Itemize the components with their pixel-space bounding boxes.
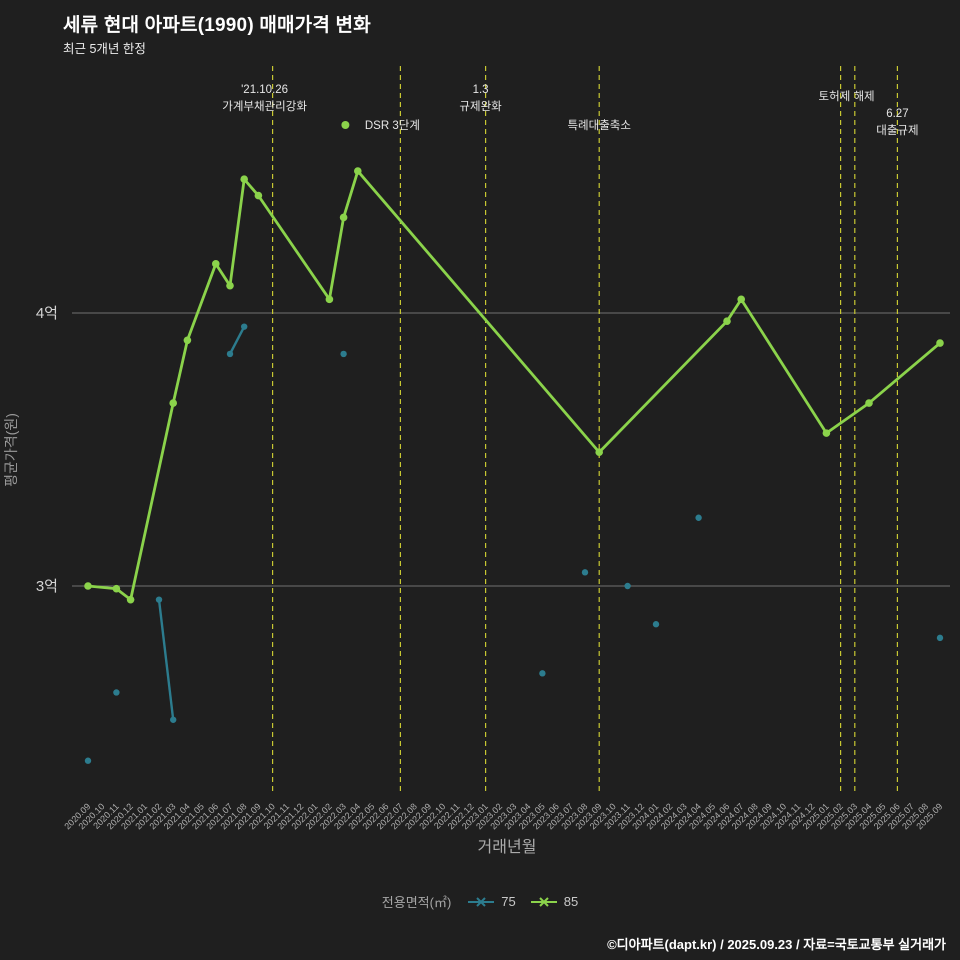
y-tick-label: 4억 — [36, 305, 58, 322]
event-label: 토허제 해제 — [819, 90, 875, 103]
data-point-85 — [112, 584, 121, 593]
data-point-85 — [126, 595, 135, 604]
data-point-75 — [155, 596, 163, 603]
data-point-85 — [865, 399, 873, 407]
data-point-85 — [822, 429, 831, 437]
source-credit: ©디아파트(dapt.kr) / 2025.09.23 / 자료=국토교통부 실… — [607, 937, 946, 952]
legend-title: 전용면적(㎡) — [381, 895, 452, 910]
data-point-85 — [240, 175, 248, 184]
x-axis-title: 거래년월 — [478, 838, 537, 856]
y-axis-title: 평균가격(원) — [3, 413, 19, 487]
data-point-85 — [226, 281, 234, 290]
price-line-chart: 4억3억2020.092020.102020.112020.122021.012… — [3, 66, 950, 856]
data-point-75 — [241, 323, 248, 330]
event-label: 규제완화 — [459, 100, 502, 113]
data-point-75 — [226, 350, 234, 358]
event-label: 1.3 — [473, 84, 489, 96]
data-point-85 — [354, 167, 362, 175]
event-label: '21.10.26 — [241, 84, 288, 96]
legend-line-x-marker-icon — [468, 896, 495, 907]
y-tick-label: 3억 — [36, 578, 58, 595]
series-segment-75 — [157, 599, 175, 720]
chart-title: 세류 현대 아파트(1990) 매매가격 변화 — [63, 15, 371, 36]
legend-line-x-marker-icon — [530, 896, 557, 907]
data-point-85 — [325, 295, 334, 304]
series-segment-75 — [228, 326, 246, 355]
event-label: DSR 3단계 — [365, 119, 420, 132]
data-point-85 — [212, 260, 220, 268]
data-point-75 — [340, 350, 347, 358]
data-point-75 — [695, 514, 702, 521]
event-label: 대출규제 — [876, 124, 918, 137]
data-point-75 — [936, 634, 944, 642]
data-point-75 — [170, 716, 177, 723]
event-label: 6.27 — [886, 108, 908, 120]
legend: 전용면적(㎡) 75 85 — [0, 892, 960, 911]
data-point-75 — [581, 569, 589, 576]
data-point-85 — [183, 336, 192, 345]
data-point-85 — [169, 399, 177, 407]
data-point-75 — [84, 757, 92, 764]
data-point-85 — [339, 213, 348, 222]
data-point-75 — [624, 582, 631, 590]
data-point-75 — [539, 670, 546, 677]
data-point-85 — [595, 448, 603, 457]
data-point-85 — [723, 317, 731, 325]
legend-items: 75 85 — [467, 894, 578, 909]
data-point-85 — [84, 582, 92, 590]
data-point-85 — [737, 295, 745, 304]
data-point-85 — [936, 339, 944, 347]
legend-item-label: 85 — [563, 894, 579, 909]
data-point-85 — [254, 191, 263, 200]
event-label: 특례대출축소 — [567, 119, 630, 132]
data-point-75 — [113, 689, 120, 696]
event-bullet-dot — [341, 121, 350, 129]
series-line-85 — [87, 169, 941, 602]
legend-item-label: 75 — [501, 894, 516, 909]
data-point-75 — [652, 621, 660, 628]
chart-subtitle: 최근 5개년 한정 — [63, 42, 146, 56]
event-label: 가계부채관리강화 — [222, 100, 307, 113]
legend-item-75: 75 — [467, 894, 516, 909]
legend-item-85: 85 — [530, 894, 578, 909]
